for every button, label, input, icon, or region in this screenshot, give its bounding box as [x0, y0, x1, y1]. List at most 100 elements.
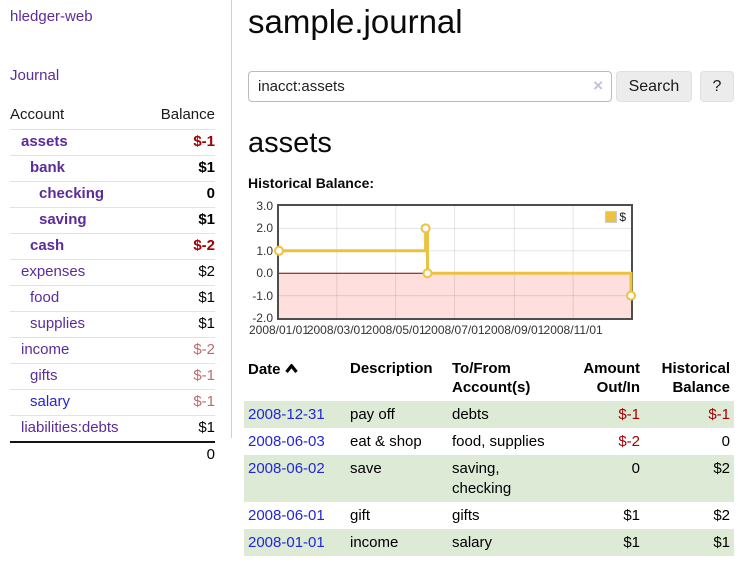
sidebar-item-journal[interactable]: Journal: [10, 67, 60, 84]
account-balance: $-1: [193, 393, 215, 410]
sidebar-account-liabilities-debts[interactable]: liabilities:debts: [21, 419, 119, 436]
transaction-description: income: [350, 534, 399, 551]
transaction-amount: $1: [623, 507, 640, 524]
account-balance: $1: [198, 211, 215, 228]
transaction-balance: $2: [713, 507, 730, 524]
sidebar-account-row: supplies $1: [10, 311, 215, 337]
column-header-date[interactable]: Date: [244, 357, 346, 401]
transaction-balance: $2: [713, 460, 730, 477]
transactions-header-row: Date Description To/From Account(s) Amou…: [244, 357, 734, 401]
sidebar-account-bank[interactable]: bank: [30, 159, 66, 176]
account-balance: $1: [198, 419, 215, 436]
sidebar-account-row: assets $-1: [10, 129, 215, 155]
clear-search-icon[interactable]: ×: [593, 76, 603, 95]
sidebar-account-row: salary $-1: [10, 389, 215, 415]
sidebar-account-supplies[interactable]: supplies: [30, 315, 86, 332]
brand-link[interactable]: hledger-web: [10, 8, 93, 25]
y-axis-tick-label: 2.0: [256, 221, 273, 236]
column-header-amount: Amount Out/In: [583, 360, 640, 396]
sort-asc-icon: [284, 359, 298, 378]
transaction-date-link[interactable]: 2008-01-01: [248, 534, 325, 551]
page-title: sample.journal: [248, 3, 463, 40]
account-balance: $2: [198, 263, 215, 280]
x-axis-tick-label: 2008/09/01: [484, 323, 545, 337]
sidebar-account-row: food $1: [10, 285, 215, 311]
sidebar-account-row: bank $1: [10, 155, 215, 181]
x-axis-tick-label: 2008/03/01: [306, 323, 367, 337]
search-input[interactable]: [248, 71, 612, 102]
data-point-marker[interactable]: [422, 268, 433, 279]
y-axis-tick-label: 0.0: [256, 266, 273, 281]
transaction-accounts: saving, checking: [452, 460, 512, 497]
help-button[interactable]: ?: [699, 71, 734, 102]
sidebar: hledger-web Journal Account Balance asse…: [0, 0, 232, 463]
transaction-accounts: debts: [452, 406, 489, 423]
sidebar-account-row: income $-2: [10, 337, 215, 363]
column-header-balance: Historical Balance: [661, 360, 730, 396]
transaction-date-link[interactable]: 2008-12-31: [248, 406, 325, 423]
sidebar-account-cash[interactable]: cash: [30, 237, 65, 254]
x-axis-tick-label: 2008/01/01: [248, 323, 310, 337]
sidebar-account-expenses[interactable]: expenses: [21, 263, 86, 280]
account-balance: $-1: [193, 133, 215, 150]
transaction-description: pay off: [350, 406, 395, 423]
sidebar-account-row: liabilities:debts $1: [10, 415, 215, 441]
data-point-marker[interactable]: [274, 245, 284, 256]
column-header-accounts: To/From Account(s): [452, 360, 531, 396]
transaction-row: 2008-12-31 pay off debts $-1 $-1: [244, 401, 734, 428]
legend-swatch-icon: [605, 211, 618, 223]
search-box: ×: [248, 71, 612, 102]
transaction-date-link[interactable]: 2008-06-01: [248, 507, 325, 524]
sidebar-account-income[interactable]: income: [21, 341, 70, 358]
account-balance: $1: [198, 315, 215, 332]
account-balance: $-2: [193, 237, 215, 254]
transaction-description: eat & shop: [350, 433, 422, 450]
transaction-amount: $1: [623, 534, 640, 551]
historical-balance-chart: $ 3.0 2.0 1.0 0.0 -1.0 -2.0 2008/01/01 2008/03/…: [248, 199, 734, 341]
transaction-balance: $-1: [708, 406, 730, 423]
transaction-description: gift: [350, 507, 371, 524]
accounts-total-value: 0: [206, 446, 215, 463]
transaction-date-link[interactable]: 2008-06-02: [248, 460, 325, 477]
negative-region-shading: [279, 273, 631, 318]
data-point-marker[interactable]: [420, 223, 431, 234]
x-axis-tick-label: 2008/05/01: [365, 323, 426, 337]
accounts-total-row: 0: [10, 441, 215, 467]
sidebar-account-row: expenses $2: [10, 259, 215, 285]
sidebar-account-saving[interactable]: saving: [39, 211, 87, 228]
search-button[interactable]: Search: [616, 71, 692, 102]
transaction-date-link[interactable]: 2008-06-03: [248, 433, 325, 450]
accounts-table: Account Balance assets $-1 bank $1 checking 0…: [10, 104, 215, 467]
transaction-balance: $1: [713, 534, 730, 551]
sidebar-account-gifts[interactable]: gifts: [30, 367, 58, 384]
sidebar-account-food[interactable]: food: [30, 289, 60, 306]
main-content: sample.journal × Search ? assets Histori…: [244, 0, 734, 556]
account-balance: $1: [198, 289, 215, 306]
sidebar-account-checking[interactable]: checking: [39, 185, 105, 202]
transactions-table: Date Description To/From Account(s) Amou…: [244, 357, 734, 556]
sidebar-account-salary[interactable]: salary: [30, 393, 71, 410]
transaction-amount: $-2: [618, 433, 640, 450]
account-balance: $-2: [193, 341, 215, 358]
x-axis-tick-label: 2008/11/01: [543, 323, 603, 337]
transaction-balance: 0: [721, 433, 730, 450]
sidebar-account-row: saving $1: [10, 207, 215, 233]
account-balance: $1: [198, 159, 215, 176]
chart-plot[interactable]: $: [274, 204, 636, 320]
transaction-amount: $-1: [618, 406, 640, 423]
chart-legend: $: [603, 209, 628, 225]
accounts-header-account: Account: [10, 106, 65, 123]
y-axis-tick-label: -1.0: [252, 288, 273, 303]
transaction-amount: 0: [631, 460, 640, 477]
data-point-marker[interactable]: [626, 290, 636, 301]
transaction-accounts: gifts: [452, 507, 480, 524]
y-axis-tick-label: -2.0: [252, 311, 273, 325]
y-axis-tick-label: 3.0: [256, 199, 273, 213]
x-axis-tick-label: 2008/07/01: [424, 323, 485, 337]
transaction-row: 2008-06-02 save saving, checking 0 $2: [244, 455, 734, 502]
transaction-accounts: food, supplies: [452, 433, 545, 450]
column-header-description: Description: [350, 360, 433, 377]
sidebar-account-row: cash $-2: [10, 233, 215, 259]
transaction-row: 2008-01-01 income salary $1 $1: [244, 529, 734, 556]
sidebar-account-assets[interactable]: assets: [21, 133, 68, 150]
